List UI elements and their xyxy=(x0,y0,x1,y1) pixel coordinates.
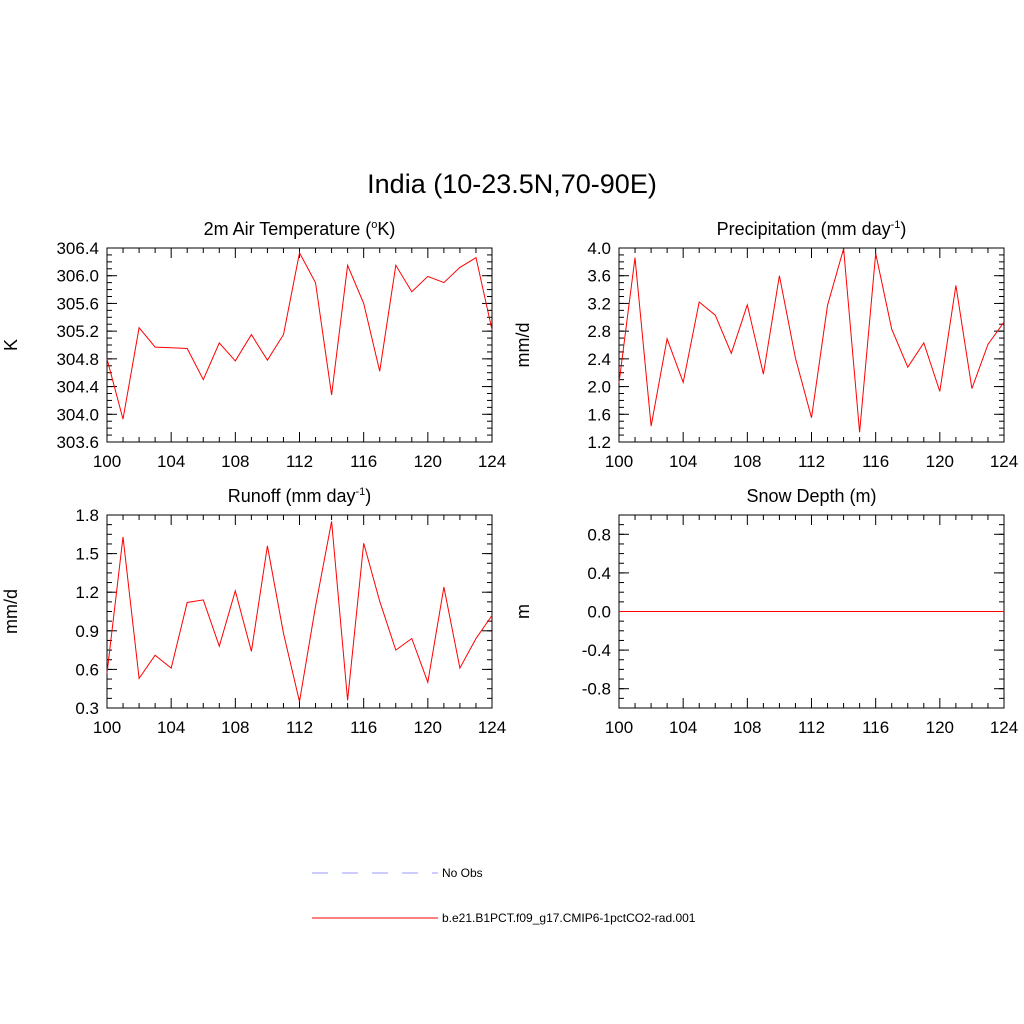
runoff-ytick-label: 0.6 xyxy=(75,660,99,679)
temperature-xtick-label: 112 xyxy=(286,452,313,471)
temperature-series-line xyxy=(106,251,493,420)
precipitation-xtick-label: 120 xyxy=(926,452,954,471)
runoff-xtick-label: 112 xyxy=(286,718,313,737)
temperature-xtick-label: 124 xyxy=(478,452,506,471)
runoff-xtick-label: 124 xyxy=(478,718,506,737)
panels: 2m Air Temperature (oK) K 100 104 108 112 116 1… xyxy=(1,219,1018,737)
precipitation-ytick-label: 3.2 xyxy=(587,294,611,313)
runoff-xtick-label: 120 xyxy=(414,718,442,737)
runoff-ytick-label: 1.2 xyxy=(75,583,99,602)
precipitation-xtick-label: 104 xyxy=(669,452,697,471)
temperature-xtick-label: 120 xyxy=(414,452,442,471)
temperature-xtick-label: 104 xyxy=(157,452,185,471)
temperature-ylabel: K xyxy=(1,339,21,351)
precipitation-ytick-label: 2.0 xyxy=(587,378,611,397)
temperature-title: 2m Air Temperature (oK) xyxy=(204,219,396,239)
runoff-ytick-label: 1.8 xyxy=(75,506,99,525)
snow-depth-ytick-label: 0.4 xyxy=(587,564,611,583)
precipitation-xtick-label: 108 xyxy=(733,452,761,471)
snow-depth-panel: Snow Depth (m) m 100 104 108 112 116 120 124 -0.8… xyxy=(513,486,1018,737)
runoff-ytick-label: 1.5 xyxy=(75,545,99,564)
runoff-title: Runoff (mm day-1) xyxy=(228,486,372,506)
runoff-series-line xyxy=(106,521,493,702)
snow-depth-ytick-label: 0.8 xyxy=(587,525,611,544)
snow-depth-ytick-label: -0.4 xyxy=(582,641,611,660)
temperature-frame xyxy=(106,247,493,443)
legend-label-0: No Obs xyxy=(442,866,483,880)
precipitation-ytick-label: 1.6 xyxy=(587,405,611,424)
snow-depth-xtick-label: 108 xyxy=(733,718,761,737)
snow-depth-xtick-label: 124 xyxy=(990,718,1018,737)
precipitation-xtick-label: 124 xyxy=(990,452,1018,471)
precipitation-title: Precipitation (mm day-1) xyxy=(717,219,907,239)
snow-depth-ytick-label: 0.0 xyxy=(587,603,611,622)
precipitation-panel: Precipitation (mm day-1) mm/d 100 104 108 112… xyxy=(513,219,1018,471)
precipitation-ytick-label: 3.6 xyxy=(587,267,611,286)
temperature-xtick-label: 108 xyxy=(221,452,249,471)
snow-depth-ylabel: m xyxy=(513,604,533,619)
precipitation-series-line xyxy=(618,248,1005,433)
precipitation-xtick-label: 116 xyxy=(862,452,889,471)
precipitation-ytick-label: 2.4 xyxy=(587,350,611,369)
temperature-ytick-label: 305.6 xyxy=(56,294,99,313)
precipitation-ylabel: mm/d xyxy=(513,323,533,368)
temperature-ytick-label: 304.8 xyxy=(56,350,99,369)
snow-depth-xtick-label: 112 xyxy=(798,718,825,737)
temperature-ytick-label: 304.0 xyxy=(56,405,99,424)
runoff-xtick-label: 104 xyxy=(157,718,185,737)
precipitation-ytick-label: 1.2 xyxy=(587,433,611,452)
runoff-panel: Runoff (mm day-1) mm/d 100 104 108 112 116 120 1… xyxy=(1,486,506,737)
snow-depth-xtick-label: 100 xyxy=(605,718,633,737)
runoff-xtick-label: 100 xyxy=(93,718,121,737)
snow-depth-title: Snow Depth (m) xyxy=(746,486,876,506)
snow-depth-xtick-label: 104 xyxy=(669,718,697,737)
snow-depth-ytick-label: -0.8 xyxy=(582,680,611,699)
runoff-frame xyxy=(106,514,493,709)
snow-depth-xtick-label: 116 xyxy=(862,718,889,737)
main-title: India (10-23.5N,70-90E) xyxy=(367,169,657,199)
temperature-xtick-label: 100 xyxy=(93,452,121,471)
temperature-xtick-label: 116 xyxy=(350,452,377,471)
precipitation-ytick-label: 4.0 xyxy=(587,239,611,258)
temperature-ytick-label: 304.4 xyxy=(56,378,99,397)
precipitation-xtick-label: 100 xyxy=(605,452,633,471)
temperature-ytick-label: 303.6 xyxy=(56,433,99,452)
legend-label-1: b.e21.B1PCT.f09_g17.CMIP6-1pctCO2-rad.00… xyxy=(442,911,696,925)
runoff-ytick-label: 0.3 xyxy=(75,699,99,718)
snow-depth-xtick-label: 120 xyxy=(926,718,954,737)
runoff-xtick-label: 116 xyxy=(350,718,377,737)
precipitation-frame xyxy=(618,247,1005,443)
precipitation-ytick-label: 2.8 xyxy=(587,322,611,341)
runoff-xtick-label: 108 xyxy=(221,718,249,737)
temperature-ytick-label: 306.4 xyxy=(56,239,99,258)
precipitation-xtick-label: 112 xyxy=(798,452,825,471)
temperature-ytick-label: 306.0 xyxy=(56,267,99,286)
legend: No Obs b.e21.B1PCT.f09_g17.CMIP6-1pctCO2-… xyxy=(312,866,696,925)
temperature-ytick-label: 305.2 xyxy=(56,322,99,341)
runoff-ytick-label: 0.9 xyxy=(75,622,99,641)
runoff-ylabel: mm/d xyxy=(1,589,21,634)
temperature-panel: 2m Air Temperature (oK) K 100 104 108 112 116 1… xyxy=(1,219,506,471)
